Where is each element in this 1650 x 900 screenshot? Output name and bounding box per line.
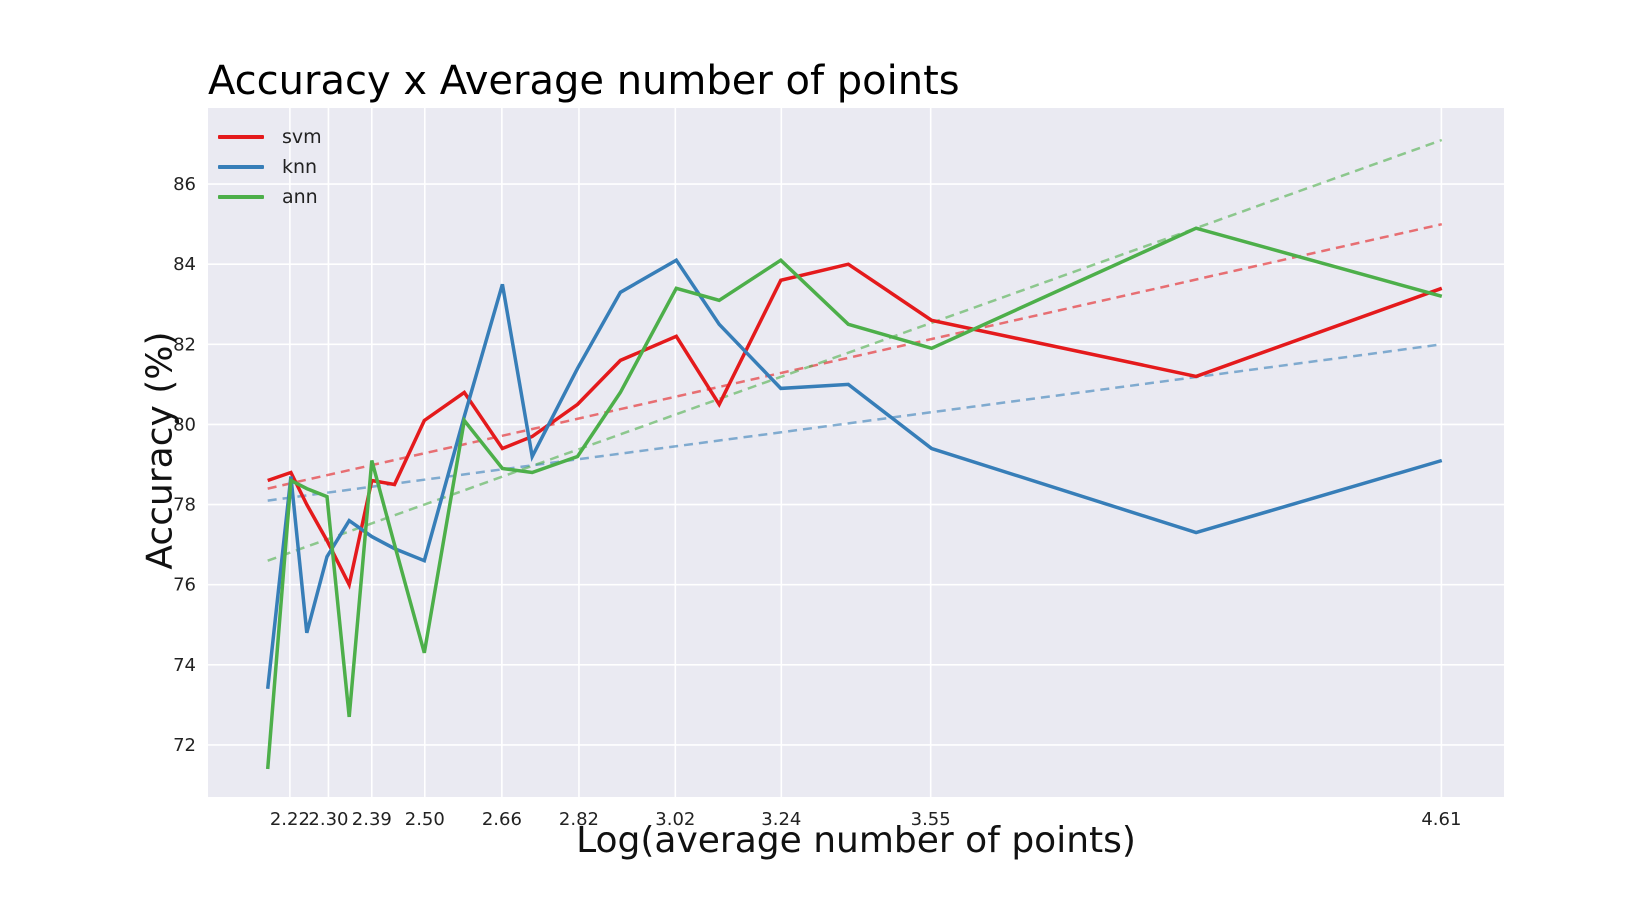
y-axis-label: Accuracy (%): [139, 331, 181, 570]
y-tick-label: 86: [173, 174, 196, 195]
trend-line-knn: [267, 343, 1442, 502]
y-tick-label: 84: [173, 254, 196, 275]
trend-line-svm: [267, 222, 1443, 490]
legend-item-ann: ann: [218, 182, 322, 212]
x-tick-label: 3.24: [761, 809, 801, 830]
y-tick-label: 82: [173, 334, 196, 355]
legend-swatch-knn: [218, 165, 264, 169]
legend: svm knn ann: [218, 122, 322, 212]
x-tick-label: 3.02: [655, 809, 695, 830]
x-tick-label: 4.61: [1421, 809, 1461, 830]
x-tick-label: 2.30: [308, 809, 348, 830]
x-tick-label: 2.82: [559, 809, 599, 830]
x-tick-label: 3.55: [911, 809, 951, 830]
series-line-ann: [265, 226, 1443, 770]
legend-item-svm: svm: [218, 122, 322, 152]
y-tick-label: 78: [173, 495, 196, 516]
y-tick-label: 76: [173, 575, 196, 596]
chart-title: Accuracy x Average number of points: [208, 58, 960, 104]
legend-item-knn: knn: [218, 152, 322, 182]
x-tick-label: 2.22: [270, 809, 310, 830]
x-axis-label: Log(average number of points): [576, 820, 1136, 861]
x-tick-label: 2.39: [352, 809, 392, 830]
x-tick-label: 2.66: [482, 809, 522, 830]
y-tick-label: 80: [173, 414, 196, 435]
legend-swatch-ann: [218, 195, 264, 199]
trend-line-ann: [267, 138, 1443, 562]
legend-label-knn: knn: [282, 156, 318, 178]
legend-label-ann: ann: [282, 186, 318, 208]
x-tick-label: 2.50: [405, 809, 445, 830]
y-tick-label: 72: [173, 735, 196, 756]
y-tick-label: 74: [173, 655, 196, 676]
plot-background: [208, 108, 1504, 797]
legend-label-svm: svm: [282, 126, 322, 148]
legend-swatch-svm: [218, 135, 264, 139]
